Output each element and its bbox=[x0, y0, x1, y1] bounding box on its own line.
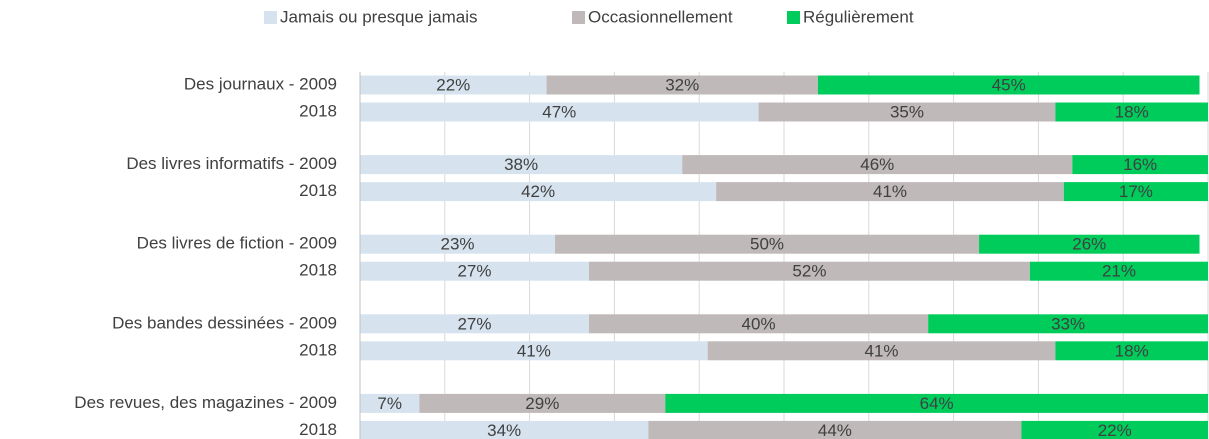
value-label: 41% bbox=[517, 341, 551, 360]
value-label: 46% bbox=[860, 155, 894, 174]
bar-segment bbox=[817, 75, 1200, 95]
y-tick-label: Des livres informatifs - 2009 bbox=[126, 154, 337, 173]
legend-label: Occasionnellement bbox=[588, 7, 733, 26]
value-label: 38% bbox=[504, 155, 538, 174]
bar-segment bbox=[360, 75, 547, 95]
bar-segment bbox=[588, 261, 1030, 281]
y-tick-label: Des revues, des magazines - 2009 bbox=[74, 393, 337, 412]
bar-segment bbox=[1021, 420, 1208, 439]
bar-segment bbox=[979, 234, 1200, 254]
value-label: 17% bbox=[1119, 182, 1153, 201]
value-label: 44% bbox=[818, 421, 852, 439]
value-label: 26% bbox=[1072, 235, 1106, 254]
bar-segment bbox=[648, 420, 1022, 439]
value-label: 40% bbox=[742, 314, 776, 333]
bar-segment bbox=[716, 182, 1064, 202]
y-tick-label: Des bandes dessinées - 2009 bbox=[112, 313, 337, 332]
y-tick-label: 2018 bbox=[299, 340, 337, 359]
bar-segment bbox=[1029, 261, 1208, 281]
bar-segment bbox=[555, 234, 980, 254]
value-label: 32% bbox=[665, 75, 699, 94]
bar-segment bbox=[360, 314, 589, 334]
value-label: 27% bbox=[457, 262, 491, 281]
bar-segment bbox=[758, 102, 1056, 122]
legend-label: Jamais ou presque jamais bbox=[280, 7, 477, 26]
y-tick-label: 2018 bbox=[299, 101, 337, 120]
bar-segment bbox=[360, 182, 717, 202]
value-label: 22% bbox=[1098, 421, 1132, 439]
bar-segment bbox=[682, 155, 1073, 175]
value-label: 50% bbox=[750, 235, 784, 254]
bar-segment bbox=[419, 393, 666, 413]
value-label: 18% bbox=[1115, 341, 1149, 360]
value-label: 23% bbox=[441, 235, 475, 254]
value-label: 29% bbox=[525, 394, 559, 413]
value-label: 35% bbox=[890, 102, 924, 121]
y-tick-label: Des livres de fiction - 2009 bbox=[137, 234, 337, 253]
bar-segment bbox=[928, 314, 1208, 334]
bar-segment bbox=[707, 341, 1056, 361]
bar-segment bbox=[1063, 182, 1208, 202]
value-label: 27% bbox=[457, 314, 491, 333]
legend-swatch bbox=[787, 11, 800, 24]
value-label: 21% bbox=[1102, 262, 1136, 281]
legend-swatch bbox=[264, 11, 277, 24]
bar-segment bbox=[1055, 341, 1208, 361]
value-label: 64% bbox=[920, 394, 954, 413]
value-label: 22% bbox=[436, 75, 470, 94]
bar-segment bbox=[546, 75, 818, 95]
bar-segment bbox=[360, 155, 683, 175]
bar-segment bbox=[1055, 102, 1208, 122]
legend-swatch bbox=[572, 11, 585, 24]
value-label: 41% bbox=[873, 182, 907, 201]
value-label: 41% bbox=[865, 341, 899, 360]
bar-segment bbox=[588, 314, 929, 334]
legend-label: Régulièrement bbox=[803, 7, 914, 26]
value-label: 42% bbox=[521, 182, 555, 201]
y-tick-label: 2018 bbox=[299, 420, 337, 439]
value-label: 34% bbox=[487, 421, 521, 439]
bar-segment bbox=[360, 393, 420, 413]
value-label: 16% bbox=[1123, 155, 1157, 174]
value-label: 52% bbox=[792, 262, 826, 281]
bar-segment bbox=[360, 341, 708, 361]
bar-segment bbox=[360, 420, 649, 439]
value-label: 33% bbox=[1051, 314, 1085, 333]
bar-segment bbox=[665, 393, 1208, 413]
bar-segment bbox=[360, 261, 589, 281]
value-label: 45% bbox=[992, 75, 1026, 94]
value-label: 7% bbox=[377, 394, 402, 413]
value-label: 18% bbox=[1115, 102, 1149, 121]
value-label: 47% bbox=[542, 102, 576, 121]
y-tick-label: 2018 bbox=[299, 261, 337, 280]
bar-segment bbox=[360, 234, 556, 254]
bar-segment bbox=[360, 102, 759, 122]
y-tick-label: Des journaux - 2009 bbox=[184, 74, 337, 93]
bar-segment bbox=[1072, 155, 1208, 175]
y-tick-label: 2018 bbox=[299, 181, 337, 200]
